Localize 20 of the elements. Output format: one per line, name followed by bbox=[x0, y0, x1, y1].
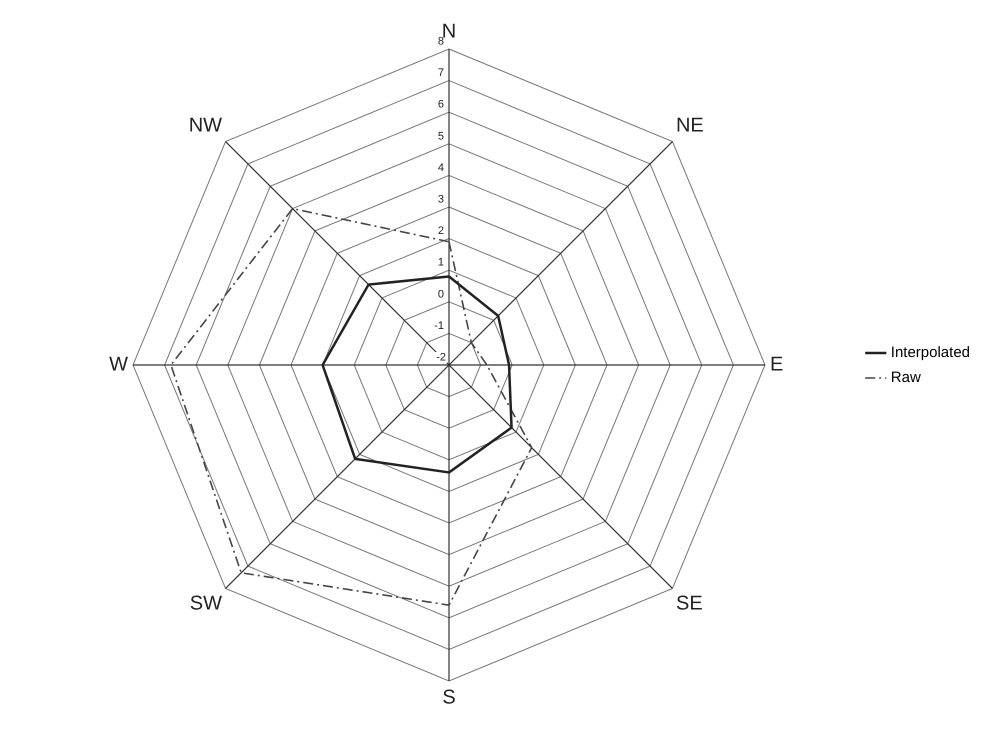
spoke-label: W bbox=[109, 354, 128, 376]
y-tick-label: 8 bbox=[438, 36, 444, 48]
spoke-label: NE bbox=[676, 114, 704, 137]
spoke-label: E bbox=[770, 354, 784, 376]
y-tick-label: -1 bbox=[434, 320, 444, 332]
y-tick-label: 6 bbox=[438, 98, 444, 111]
spoke-label: NW bbox=[188, 114, 222, 137]
legend-label: Raw bbox=[890, 369, 921, 386]
y-tick-label: 2 bbox=[438, 225, 444, 238]
y-tick-label: -2 bbox=[436, 352, 446, 364]
spoke-label: S bbox=[442, 686, 456, 709]
legend-label: Interpolated bbox=[890, 344, 970, 362]
spoke-label: SE bbox=[676, 592, 703, 614]
y-tick-label: 0 bbox=[438, 288, 444, 300]
spoke-label: SW bbox=[190, 592, 222, 614]
y-tick-label: 3 bbox=[438, 194, 444, 206]
y-tick-label: 4 bbox=[438, 162, 444, 174]
y-tick-label: 1 bbox=[438, 256, 444, 269]
y-tick-label: 5 bbox=[438, 130, 444, 142]
y-tick-label: 7 bbox=[438, 67, 444, 80]
